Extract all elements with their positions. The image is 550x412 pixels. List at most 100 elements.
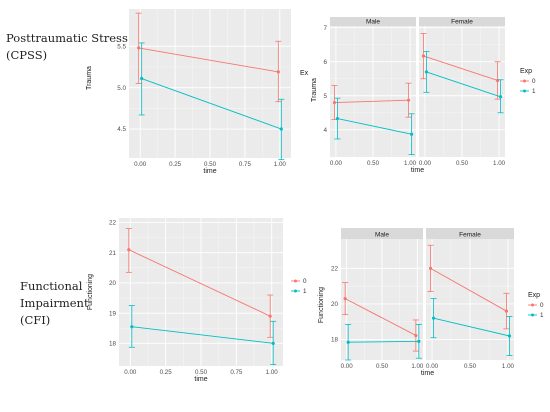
legend-entry-label: 1	[540, 312, 544, 319]
legend-title: Exp	[528, 292, 540, 299]
x-tick-label: 0.00	[419, 160, 432, 167]
data-point-exp-0	[127, 248, 131, 252]
data-point-exp-0	[504, 309, 509, 313]
x-tick-label: 0.00	[341, 363, 354, 370]
row-label-line: (CFI)	[20, 313, 51, 327]
facet-panel: Male 4 5 6 7 0.00 0.50 1.00	[323, 17, 417, 167]
x-tick-label: 1.00	[274, 161, 287, 168]
x-tick-label: 0.75	[230, 369, 243, 376]
facet-panel: 4.5 5.0 5.5 0.00 0.25 0.50 0.75 1.00	[117, 9, 291, 168]
series-line-exp-1	[433, 317, 510, 337]
data-point-exp-1	[130, 325, 134, 329]
y-axis-title: Trauma	[86, 66, 93, 90]
y-tick-label: 21	[109, 250, 117, 257]
row-label-line: Functional	[20, 279, 83, 293]
series-line-exp-0	[423, 55, 498, 81]
x-tick-label: 0.25	[160, 369, 173, 376]
y-tick-label: 4.5	[117, 126, 126, 133]
series-line-exp-0	[128, 249, 271, 317]
facet-strip-label: Male	[375, 232, 389, 239]
legend-key-point	[531, 313, 534, 317]
x-tick-label: 1.00	[411, 363, 424, 370]
series-line-exp-0	[138, 47, 279, 73]
legend-entry-label: 0	[303, 278, 307, 285]
legend-key-point	[523, 89, 526, 93]
data-point-exp-1	[279, 127, 283, 131]
series-line-exp-0	[334, 99, 409, 104]
legend: Ex	[300, 70, 309, 77]
x-tick-label: 0.00	[124, 369, 137, 376]
y-axis-title: Trauma	[311, 78, 318, 102]
series-line-exp-1	[348, 340, 419, 343]
data-point-exp-1	[417, 339, 421, 343]
x-tick-label: 0.00	[426, 363, 439, 370]
x-tick-label: 0.50	[367, 160, 380, 167]
data-point-exp-0	[495, 78, 500, 83]
y-tick-label: 4	[323, 127, 327, 134]
y-tick-label: 5	[323, 93, 327, 100]
legend-entry-label: 0	[532, 78, 536, 85]
series-line-exp-0	[430, 267, 507, 312]
data-point-exp-1	[271, 341, 275, 345]
y-tick-label: 6	[323, 59, 327, 66]
data-point-exp-1	[409, 132, 414, 136]
data-point-exp-0	[428, 266, 433, 270]
data-point-exp-0	[343, 297, 347, 301]
legend-entry-label: 1	[303, 288, 307, 295]
row-label-cpss: Posttraumatic Stress (CPSS)	[6, 30, 128, 64]
x-tick-label: 1.00	[266, 369, 279, 376]
y-tick-label: 5.0	[117, 85, 126, 92]
facet-panel: Female 0.00 0.50 1.00	[419, 17, 506, 167]
x-axis-title: time	[203, 168, 216, 175]
facet-strip-label: Male	[366, 19, 380, 26]
series-line-exp-1	[131, 326, 274, 344]
x-tick-label: 0.25	[169, 161, 182, 168]
x-tick-label: 0.50	[204, 161, 217, 168]
legend-key-point	[523, 79, 526, 83]
data-point-exp-1	[431, 316, 436, 320]
facet-strip	[419, 17, 505, 26]
x-tick-label: 0.50	[195, 369, 208, 376]
data-point-exp-0	[414, 333, 418, 338]
y-tick-label: 22	[109, 220, 117, 227]
y-axis-title: Functioning	[318, 287, 325, 323]
y-axis-title: Functioning	[87, 274, 94, 310]
data-point-exp-1	[507, 334, 512, 338]
legend-title: Exp	[520, 68, 532, 75]
data-point-exp-0	[332, 100, 337, 105]
y-tick-label: 18	[109, 341, 117, 348]
data-point-exp-0	[276, 70, 280, 74]
data-point-exp-1	[498, 95, 503, 99]
x-tick-label: 1.00	[502, 363, 515, 370]
x-tick-label: 0.50	[464, 363, 477, 370]
x-axis-title: time	[421, 370, 434, 377]
row-label-line: Impairment	[20, 296, 89, 310]
data-point-exp-1	[346, 340, 350, 344]
x-tick-label: 1.00	[404, 160, 417, 167]
series-line-exp-1	[141, 78, 282, 130]
data-point-exp-1	[140, 76, 144, 81]
series-line-exp-1	[426, 71, 501, 98]
facet-panel: Male 18 20 22 0.00 0.50 1.00	[331, 228, 424, 370]
x-axis-title: time	[194, 376, 207, 383]
x-tick-label: 0.00	[330, 160, 343, 167]
series-line-exp-1	[337, 118, 412, 135]
x-tick-label: 1.00	[493, 160, 506, 167]
legend-key-point	[294, 289, 297, 293]
legend-entry-label: 1	[532, 88, 536, 95]
chart-cpss-overall: 4.5 5.0 5.5 0.00 0.25 0.50 0.75 1.00 time Trauma E…	[86, 9, 309, 175]
legend: 01	[291, 278, 307, 295]
x-tick-label: 0.00	[134, 161, 147, 168]
x-tick-label: 0.75	[239, 161, 252, 168]
data-point-exp-0	[421, 54, 426, 58]
row-label-cfi: Functional Impairment (CFI)	[20, 278, 89, 329]
legend-title: Ex	[300, 70, 309, 77]
y-tick-label: 20	[331, 301, 339, 308]
chart-cfi-by-gender: Male 18 20 22 0.00 0.50 1.00 Female 0.00 0.50 1.00…	[318, 228, 544, 377]
chart-cfi-overall: 18 19 20 21 22 0.00 0.25 0.50 0.75 1.00 time Functi…	[87, 218, 307, 383]
facet-strip-label: Female	[459, 232, 481, 239]
y-tick-label: 7	[323, 25, 327, 32]
legend-entry-label: 0	[540, 302, 544, 309]
